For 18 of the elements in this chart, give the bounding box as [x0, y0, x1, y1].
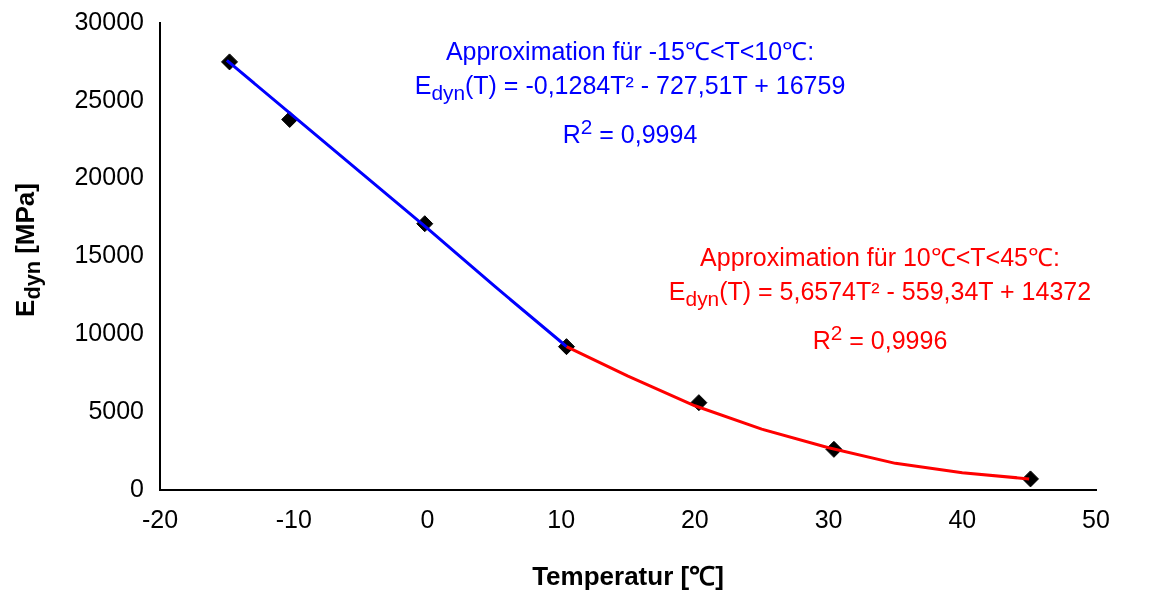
x-tick-label: 0 [420, 504, 435, 533]
y-tick-label: 0 [130, 473, 144, 502]
y-tick-label: 20000 [74, 162, 144, 191]
x-tick-label: 20 [680, 504, 709, 533]
y-tick-label: 10000 [74, 318, 144, 347]
x-tick-label: -20 [141, 504, 179, 533]
y-tick-label: 30000 [74, 6, 144, 35]
x-tick-label: 50 [1082, 504, 1110, 533]
x-tick-label: 10 [547, 504, 576, 533]
annotation: Approximation für 10℃<T<45℃: E$_{dyn}$(T) = 5,6574T² - 559,34T + 14372 R$^{2}$ = 0,9996 [668, 242, 1092, 357]
y-tick-label: 25000 [74, 84, 144, 113]
x-axis-title: Temperatur [℃] [532, 560, 724, 591]
x-tick-label: 30 [814, 504, 843, 533]
x-tick-label: 40 [948, 504, 977, 533]
annotation: Approximation für -15℃<T<10℃: E$_{dyn}$(T) = -0,1284T² - 727,51T + 16759 R$^{2}$ = 0,9994 [414, 36, 846, 151]
y-tick-label: 15000 [74, 240, 144, 269]
x-tick-label: -10 [275, 504, 312, 533]
y-tick-label: 5000 [88, 395, 144, 424]
